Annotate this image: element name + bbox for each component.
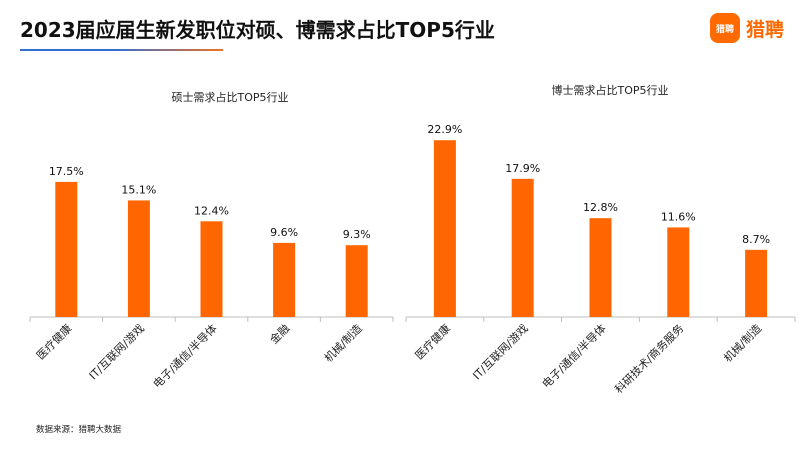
brand-logo: 猎聘 猎聘 <box>709 11 784 45</box>
bar-5 <box>745 249 768 317</box>
category-tick-label: 医疗健康 <box>412 321 453 362</box>
category-tick-label: 电子/通信/半导体 <box>150 321 220 391</box>
logo-text: 猎聘 <box>745 18 784 41</box>
bar-4 <box>273 242 296 317</box>
chart-title: 硕士需求占比TOP5行业 <box>171 90 288 104</box>
title-underline <box>20 49 223 51</box>
category-tick-label: IT/互联网/游戏 <box>87 322 147 382</box>
page-title: 2023届应届生新发职位对硕、博需求占比TOP5行业 <box>20 18 495 42</box>
bar-value-label: 17.9% <box>505 162 540 175</box>
chart-title: 博士需求占比TOP5行业 <box>551 83 668 97</box>
bar-value-label: 12.8% <box>583 201 618 214</box>
bar-3 <box>589 218 612 317</box>
bar-2 <box>511 178 534 317</box>
category-tick-label: IT/互联网/游戏 <box>470 322 530 382</box>
category-tick-label: 医疗健康 <box>33 321 74 362</box>
bar-value-label: 22.9% <box>427 123 462 136</box>
bar-value-label: 12.4% <box>194 204 229 217</box>
data-source-note: 数据来源：猎聘大数据 <box>36 425 122 435</box>
bar-4 <box>667 227 690 317</box>
bar-2 <box>127 200 150 317</box>
bar-value-label: 17.5% <box>49 165 84 178</box>
category-tick-label: 机械/制造 <box>721 321 765 365</box>
logo-badge-text: 猎聘 <box>715 24 734 35</box>
bar-value-label: 15.1% <box>121 183 156 196</box>
bar-1 <box>433 140 456 317</box>
category-tick-label: 科研技术/商务服务 <box>612 321 687 396</box>
bar-3 <box>200 221 223 317</box>
bar-5 <box>345 245 368 317</box>
bar-value-label: 8.7% <box>742 233 770 246</box>
bar-1 <box>55 181 78 317</box>
bar-value-label: 9.6% <box>270 226 298 239</box>
category-tick-label: 金融 <box>267 321 292 346</box>
logo-badge-icon: 猎聘 <box>709 13 740 43</box>
bar-value-label: 9.3% <box>343 228 371 241</box>
category-tick-label: 机械/制造 <box>321 321 365 365</box>
category-tick-label: 电子/通信/半导体 <box>539 321 609 391</box>
bar-value-label: 11.6% <box>661 210 696 223</box>
